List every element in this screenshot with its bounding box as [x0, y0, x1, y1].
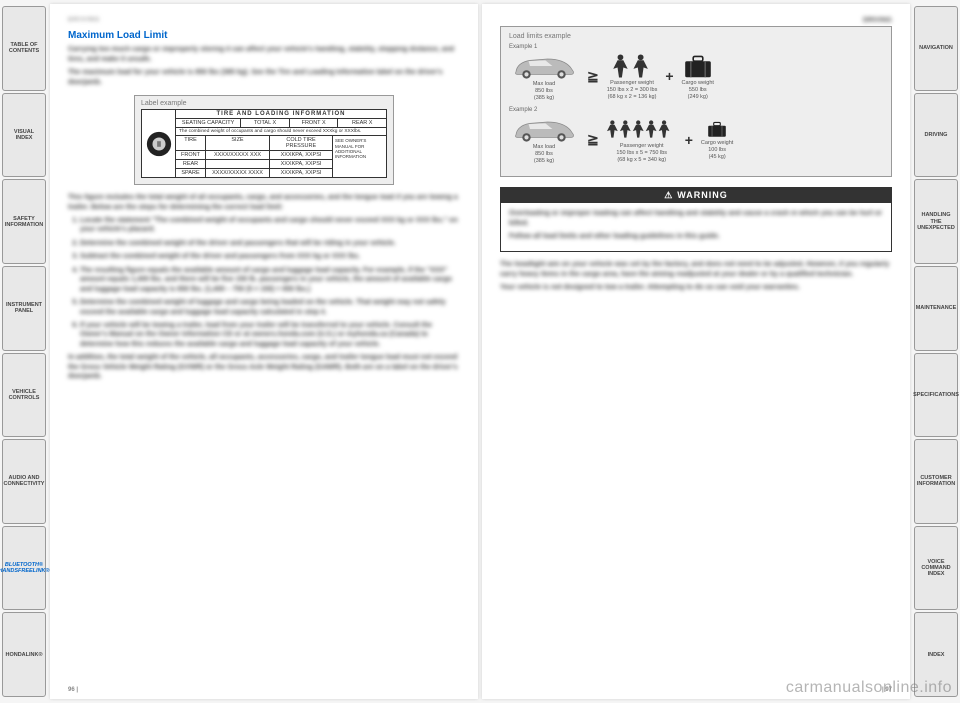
- row-rear-label: REAR: [176, 160, 206, 168]
- car-icon: [509, 52, 579, 80]
- ex2-maxload-lbs: 850 lbs: [535, 151, 553, 157]
- row-front-size: XXXX/XXXXX XXX: [206, 151, 270, 159]
- ex1-people-lbs: 150 lbs x 2 = 300 lbs: [607, 87, 658, 93]
- ex1-maxload-lbs: 850 lbs: [535, 88, 553, 94]
- row-rear-psi: XXXKPA, XXPSI: [270, 160, 332, 168]
- right-para-2: Your vehicle is not designed to tow a tr…: [500, 283, 892, 292]
- tab-voice-command[interactable]: VOICE COMMAND INDEX: [914, 526, 958, 611]
- ex2-people-title: Passenger weight: [620, 143, 664, 149]
- left-sidebar: TABLE OF CONTENTS VISUAL INDEX SAFETY IN…: [0, 0, 48, 703]
- tab-vehicle-controls[interactable]: VEHICLE CONTROLS: [2, 353, 46, 438]
- ex2-people-lbs: 150 lbs x 5 = 750 lbs: [616, 150, 667, 156]
- seating-front: FRONT X: [290, 119, 339, 127]
- right-para-1: The headlight aim on your vehicle was se…: [500, 260, 892, 279]
- example-1: Max load 850 lbs (385 kg) ≧ Passenger we…: [509, 52, 883, 101]
- intro-text-2: The maximum load for your vehicle is 850…: [68, 68, 460, 87]
- warning-box: WARNING Overloading or improper loading …: [500, 187, 892, 252]
- ex1-people-kg: (68 kg x 2 = 136 kg): [608, 94, 657, 100]
- tire-icon: [142, 110, 176, 177]
- content-spread: DRIVING Maximum Load Limit Carrying too …: [48, 0, 912, 703]
- ex1-maxload-title: Max load: [533, 81, 555, 87]
- closing-para: In addition, the total weight of the veh…: [68, 353, 460, 381]
- ex2-cargo-kg: (45 kg): [709, 154, 726, 160]
- row-spare-psi: XXXKPA, XXPSI: [270, 169, 332, 177]
- warning-text-1: Overloading or improper loading can affe…: [509, 209, 883, 228]
- ex1-cargo-kg: (249 kg): [688, 94, 708, 100]
- warning-header: WARNING: [501, 188, 891, 203]
- tab-hondalink[interactable]: HONDALINK®: [2, 612, 46, 697]
- th-pressure: COLD TIRE PRESSURE: [270, 136, 332, 150]
- page-left: DRIVING Maximum Load Limit Carrying too …: [50, 4, 478, 699]
- seating-total: TOTAL X: [241, 119, 290, 127]
- tab-navigation[interactable]: NAVIGATION: [914, 6, 958, 91]
- suitcase-icon: [682, 53, 714, 79]
- combined-weight-text: The combined weight of occupants and car…: [176, 128, 386, 136]
- plus-icon: +: [663, 68, 675, 84]
- geq-icon: ≧: [585, 68, 601, 85]
- ex1-maxload-kg: (385 kg): [534, 95, 554, 101]
- tab-specifications[interactable]: SPECIFICATIONS: [914, 353, 958, 438]
- warning-text-2: Follow all load limits and other loading…: [509, 232, 883, 241]
- section-header-left: DRIVING: [68, 16, 460, 24]
- page-number-left: 96 |: [68, 687, 78, 693]
- row-front-label: FRONT: [176, 151, 206, 159]
- row-front-psi: XXXKPA, XXPSI: [270, 151, 332, 159]
- example-2-label: Example 2: [509, 107, 883, 113]
- tab-audio[interactable]: AUDIO AND CONNECTIVITY: [2, 439, 46, 524]
- owners-manual-note: SEE OWNER'S MANUAL FOR ADDITIONAL INFORM…: [332, 136, 386, 177]
- tab-maintenance[interactable]: MAINTENANCE: [914, 266, 958, 351]
- tab-driving[interactable]: DRIVING: [914, 93, 958, 178]
- page-title: Maximum Load Limit: [68, 30, 460, 41]
- people-5-icon: [607, 116, 677, 142]
- step-2: Determine the combined weight of the dri…: [80, 239, 460, 248]
- th-tire: TIRE: [176, 136, 206, 150]
- row-spare-label: SPARE: [176, 169, 206, 177]
- ex2-cargo-title: Cargo weight: [701, 140, 733, 146]
- tire-loading-label-box: Label example TIRE AND LOADING INFORMATI…: [134, 95, 394, 185]
- th-size: SIZE: [206, 136, 270, 150]
- tab-bluetooth[interactable]: BLUETOOTH® HANDSFREELINK®: [2, 526, 46, 611]
- ex2-maxload-kg: (385 kg): [534, 158, 554, 164]
- plus-icon: +: [683, 132, 695, 148]
- tire-label-title: TIRE AND LOADING INFORMATION: [176, 110, 386, 119]
- label-caption: Label example: [141, 100, 387, 107]
- tire-label: TIRE AND LOADING INFORMATION SEATING CAP…: [141, 109, 387, 178]
- ex1-people-title: Passenger weight: [610, 80, 654, 86]
- tab-toc[interactable]: TABLE OF CONTENTS: [2, 6, 46, 91]
- ex2-people-kg: (68 kg x 5 = 340 kg): [617, 157, 666, 163]
- step-4: The resulting figure equals the availabl…: [80, 266, 460, 294]
- ex1-cargo-lbs: 550 lbs: [689, 87, 707, 93]
- step-1: Locate the statement "The combined weigh…: [80, 216, 460, 235]
- para-after-label: This figure includes the total weight of…: [68, 193, 460, 212]
- people-2-icon: [610, 53, 654, 79]
- load-limits-box: Load limits example Example 1 Max load 8…: [500, 26, 892, 177]
- step-3: Subtract the combined weight of the driv…: [80, 252, 460, 261]
- ex2-cargo-lbs: 100 lbs: [708, 147, 726, 153]
- example-1-label: Example 1: [509, 44, 883, 50]
- row-spare-size: XXXX/XXXXX XXXX: [206, 169, 270, 177]
- load-limits-caption: Load limits example: [509, 33, 883, 40]
- watermark: carmanualsonline.info: [786, 679, 952, 697]
- step-6: If your vehicle will be towing a trailer…: [80, 321, 460, 349]
- intro-text-1: Carrying too much cargo or improperly st…: [68, 45, 460, 64]
- section-header-right: DRIVING: [500, 16, 892, 26]
- tab-customer[interactable]: CUSTOMER INFORMATION: [914, 439, 958, 524]
- tab-handling[interactable]: HANDLING THE UNEXPECTED: [914, 179, 958, 264]
- geq-icon: ≧: [585, 131, 601, 148]
- tab-instrument[interactable]: INSTRUMENT PANEL: [2, 266, 46, 351]
- car-icon: [509, 115, 579, 143]
- example-2: Max load 850 lbs (385 kg) ≧ Pas: [509, 115, 883, 164]
- row-rear-size: [206, 160, 270, 168]
- ex2-maxload-title: Max load: [533, 144, 555, 150]
- seating-rear: REAR X: [338, 119, 386, 127]
- step-5: Determine the combined weight of luggage…: [80, 298, 460, 317]
- page-right: DRIVING Load limits example Example 1 Ma…: [482, 4, 910, 699]
- ex1-cargo-title: Cargo weight: [682, 80, 714, 86]
- suitcase-icon: [706, 119, 728, 139]
- tab-safety[interactable]: SAFETY INFORMATION: [2, 179, 46, 264]
- tab-visual-index[interactable]: VISUAL INDEX: [2, 93, 46, 178]
- right-sidebar: NAVIGATION DRIVING HANDLING THE UNEXPECT…: [912, 0, 960, 703]
- seating-capacity-label: SEATING CAPACITY: [176, 119, 241, 127]
